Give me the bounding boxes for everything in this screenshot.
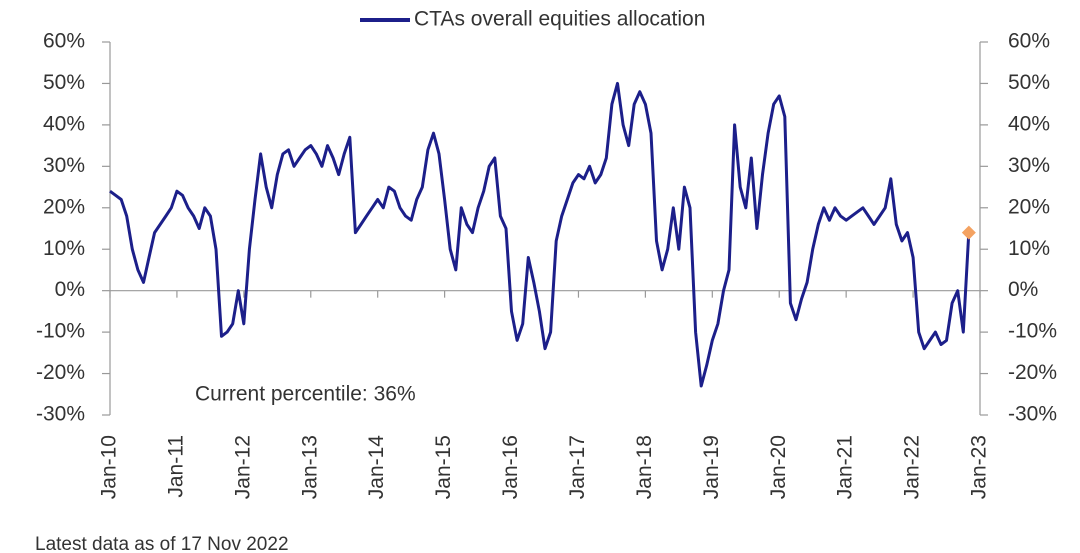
y-tick-label: 0%	[55, 278, 85, 301]
y2-tick-label: -30%	[1008, 403, 1057, 426]
x-tick-label: Jan-10	[98, 435, 121, 499]
x-tick-label: Jan-11	[164, 435, 187, 498]
x-tick-label: Jan-16	[499, 435, 522, 499]
series-line	[109, 81, 971, 388]
y2-tick-label: 10%	[1008, 237, 1050, 260]
footnote: Latest data as of 17 Nov 2022	[35, 534, 289, 553]
y2-tick-label: 0%	[1008, 278, 1038, 301]
x-tick-label: Jan-21	[834, 435, 857, 499]
y-tick-label: 50%	[43, 71, 85, 94]
y-tick-label: -20%	[36, 361, 85, 384]
y-tick-label: 20%	[43, 195, 85, 218]
y-tick-label: -10%	[36, 320, 85, 343]
latest-marker	[961, 225, 976, 240]
x-tick-label: Jan-14	[365, 435, 388, 500]
x-tick-label: Jan-13	[298, 435, 321, 499]
y-tick-label: 40%	[43, 112, 85, 135]
x-tick-label: Jan-23	[968, 435, 991, 499]
x-tick-label: Jan-12	[231, 435, 254, 499]
y2-tick-label: 60%	[1008, 30, 1050, 53]
x-tick-label: Jan-17	[566, 435, 589, 499]
y2-tick-label: -10%	[1008, 320, 1057, 343]
x-tick-label: Jan-20	[767, 435, 790, 499]
y2-tick-label: 20%	[1008, 195, 1050, 218]
x-tick-label: Jan-19	[700, 435, 723, 499]
x-tick-label: Jan-15	[432, 435, 455, 499]
annotation: Current percentile: 36%	[195, 383, 416, 406]
x-tick-label: Jan-18	[633, 435, 656, 499]
y-tick-label: 30%	[43, 154, 85, 177]
y-tick-label: 10%	[43, 237, 85, 260]
y-tick-label: -30%	[36, 403, 85, 426]
legend-label: CTAs overall equities allocation	[414, 8, 705, 31]
y2-tick-label: 50%	[1008, 71, 1050, 94]
y2-tick-label: -20%	[1008, 361, 1057, 384]
x-tick-label: Jan-22	[901, 435, 924, 499]
y2-tick-label: 40%	[1008, 112, 1050, 135]
y2-tick-label: 30%	[1008, 154, 1050, 177]
y-tick-label: 60%	[43, 30, 85, 53]
